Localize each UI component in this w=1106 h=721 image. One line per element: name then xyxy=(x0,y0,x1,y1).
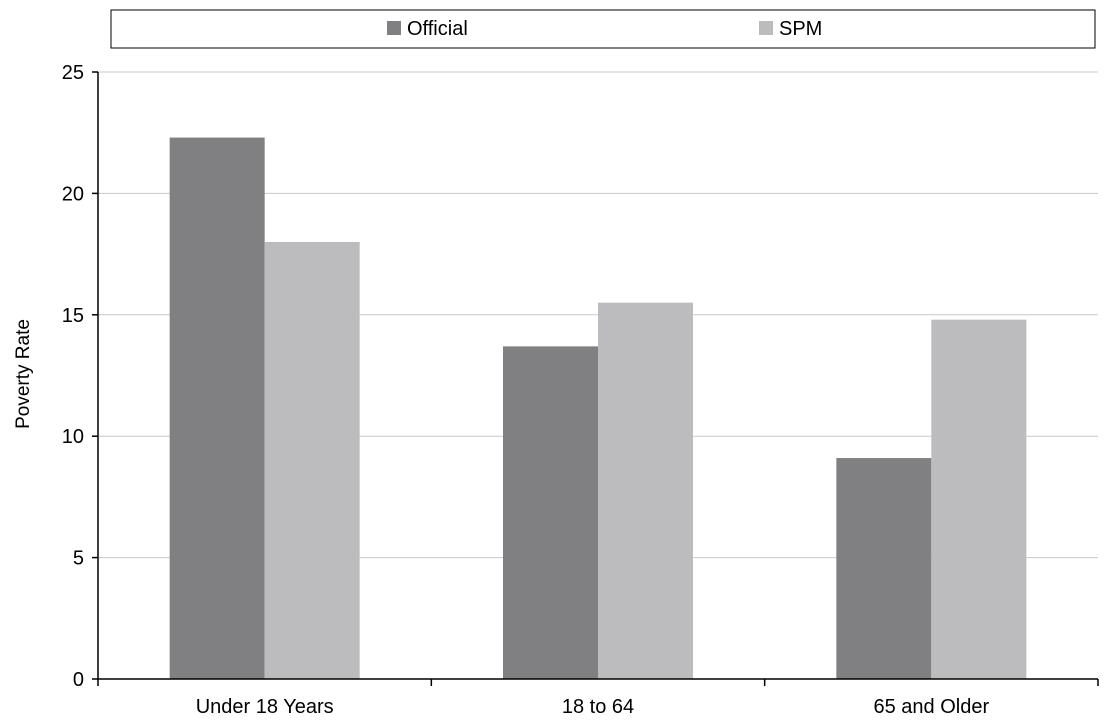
legend-label-official: Official xyxy=(407,18,468,40)
y-tick-label-10: 10 xyxy=(62,426,84,448)
y-tick-label-0: 0 xyxy=(73,669,84,691)
legend-swatch-spm xyxy=(759,21,773,35)
x-tick-label-3: 65 and Older xyxy=(874,696,990,718)
bar-official-3 xyxy=(836,458,932,679)
bars xyxy=(169,137,1027,679)
x-tick-label-2: 18 to 64 xyxy=(562,696,634,718)
bar-official-2 xyxy=(503,346,598,679)
y-tick-label-25: 25 xyxy=(62,62,84,84)
y-tick-label-15: 15 xyxy=(62,305,84,327)
tick-labels: 0 5 10 15 20 25 Under 18 Years 18 to 64 65 and O… xyxy=(62,62,990,718)
bar-spm-2 xyxy=(598,302,693,679)
legend-label-spm: SPM xyxy=(779,18,822,40)
y-tick-label-5: 5 xyxy=(73,548,84,570)
legend: Official SPM xyxy=(110,9,1096,49)
bar-official-1 xyxy=(169,137,265,679)
legend-swatch-official xyxy=(387,21,401,35)
bar-spm-3 xyxy=(931,319,1027,679)
bar-spm-1 xyxy=(264,241,360,679)
y-tick-label-20: 20 xyxy=(62,183,84,205)
y-axis-title: Poverty Rate xyxy=(13,319,34,429)
x-tick-label-1: Under 18 Years xyxy=(196,696,334,718)
axes xyxy=(92,71,1099,686)
legend-box xyxy=(110,9,1096,49)
